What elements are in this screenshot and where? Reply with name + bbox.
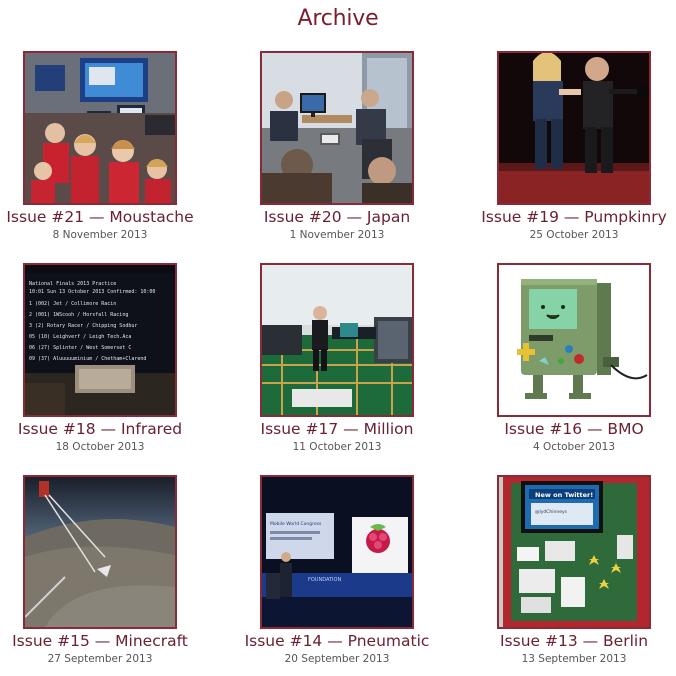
twitter-banner-text: New on Twitter!: [535, 491, 593, 499]
terminal-line: 10:01 Sun 13 October 2013 Confirmed: 10:…: [29, 289, 155, 295]
issue-date: 11 October 2013: [292, 441, 382, 453]
issue-title[interactable]: Issue #19 — Pumpkinry: [481, 208, 667, 226]
issue-date: 1 November 2013: [289, 229, 385, 241]
issue-title[interactable]: Issue #15 — Minecraft: [12, 632, 188, 650]
issue-title[interactable]: Issue #18 — Infrared: [17, 420, 183, 438]
conference-raspberry-pi-slide-photo: Mobile World Congress FOUNDATION: [262, 477, 412, 627]
issue-card-16[interactable]: Issue #16 — BMO 4 October 2013: [474, 263, 674, 454]
issue-thumbnail[interactable]: [260, 263, 414, 417]
issue-card-15[interactable]: Issue #15 — Minecraft 27 September 2013: [0, 475, 200, 666]
bmo-robot-model-photo: [499, 265, 649, 415]
issue-title[interactable]: Issue #21 — Moustache: [6, 208, 194, 226]
terminal-line: 09 (37) Aluuuuuminium / Chetham+Clarend: [29, 356, 146, 362]
stage-performers-photo: [499, 53, 649, 203]
classroom-children-screens-photo: [25, 53, 175, 203]
issue-date: 4 October 2013: [532, 441, 616, 453]
issue-thumbnail[interactable]: [23, 475, 177, 629]
terminal-line: National Finals 2013 Practice: [29, 281, 116, 287]
terminal-screen-photo: National Finals 2013 Practice 10:01 Sun …: [25, 265, 175, 415]
issue-card-14[interactable]: Mobile World Congress FOUNDATION: [237, 475, 437, 666]
issue-title[interactable]: Issue #14 — Pneumatic: [244, 632, 430, 650]
terminal-line: 3 (2) Rotary Racer / Chipping Sodbur: [29, 323, 137, 329]
issue-title[interactable]: Issue #17 — Million: [260, 420, 414, 438]
issue-date: 25 October 2013: [529, 229, 619, 241]
issue-date: 13 September 2013: [521, 653, 627, 665]
issue-card-19[interactable]: Issue #19 — Pumpkinry 25 October 2013: [474, 51, 674, 242]
terminal-line: 2 (001) 1WScooh / Horsfall Racing: [29, 312, 128, 318]
issue-thumbnail[interactable]: National Finals 2013 Practice 10:01 Sun …: [23, 263, 177, 417]
issue-date: 27 September 2013: [47, 653, 153, 665]
issue-date: 8 November 2013: [52, 229, 148, 241]
issue-card-17[interactable]: Issue #17 — Million 11 October 2013: [237, 263, 437, 454]
issue-thumbnail[interactable]: [497, 51, 651, 205]
issue-card-20[interactable]: Issue #20 — Japan 1 November 2013: [237, 51, 437, 242]
slide-logo-text: FOUNDATION: [308, 577, 341, 583]
slide-header-text: Mobile World Congress: [270, 521, 322, 527]
issue-title[interactable]: Issue #16 — BMO: [504, 420, 644, 438]
office-meeting-monitor-photo: [262, 53, 412, 203]
high-altitude-balloon-earth-photo: [25, 477, 175, 627]
issue-title[interactable]: Issue #13 — Berlin: [499, 632, 649, 650]
twitter-handle-text: @lydChinneys: [535, 509, 568, 515]
issue-thumbnail[interactable]: [260, 51, 414, 205]
issue-title[interactable]: Issue #20 — Japan: [263, 208, 411, 226]
issue-card-18[interactable]: National Finals 2013 Practice 10:01 Sun …: [0, 263, 200, 454]
terminal-line: 06 (27) Splinter / West Somerset C: [29, 345, 131, 351]
issue-thumbnail[interactable]: New on Twitter! @lydChinneys: [497, 475, 651, 629]
terminal-line: 05 (10) Leighverf / Leigh Tech.Aca: [29, 334, 131, 340]
issue-date: 18 October 2013: [55, 441, 145, 453]
page-title: Archive: [297, 6, 379, 31]
issue-date: 20 September 2013: [284, 653, 390, 665]
terminal-line: 1 (002) Jet / Collimore Racin: [29, 301, 116, 307]
speaker-on-circuit-board-stage-photo: [262, 265, 412, 415]
issue-thumbnail[interactable]: [23, 51, 177, 205]
issue-thumbnail[interactable]: [497, 263, 651, 417]
classroom-board-twitter-display-photo: New on Twitter! @lydChinneys: [499, 477, 649, 627]
issue-card-13[interactable]: New on Twitter! @lydChinneys Issue #13 —…: [474, 475, 674, 666]
issue-card-21[interactable]: Issue #21 — Moustache 8 November 2013: [0, 51, 200, 242]
issue-thumbnail[interactable]: Mobile World Congress FOUNDATION: [260, 475, 414, 629]
